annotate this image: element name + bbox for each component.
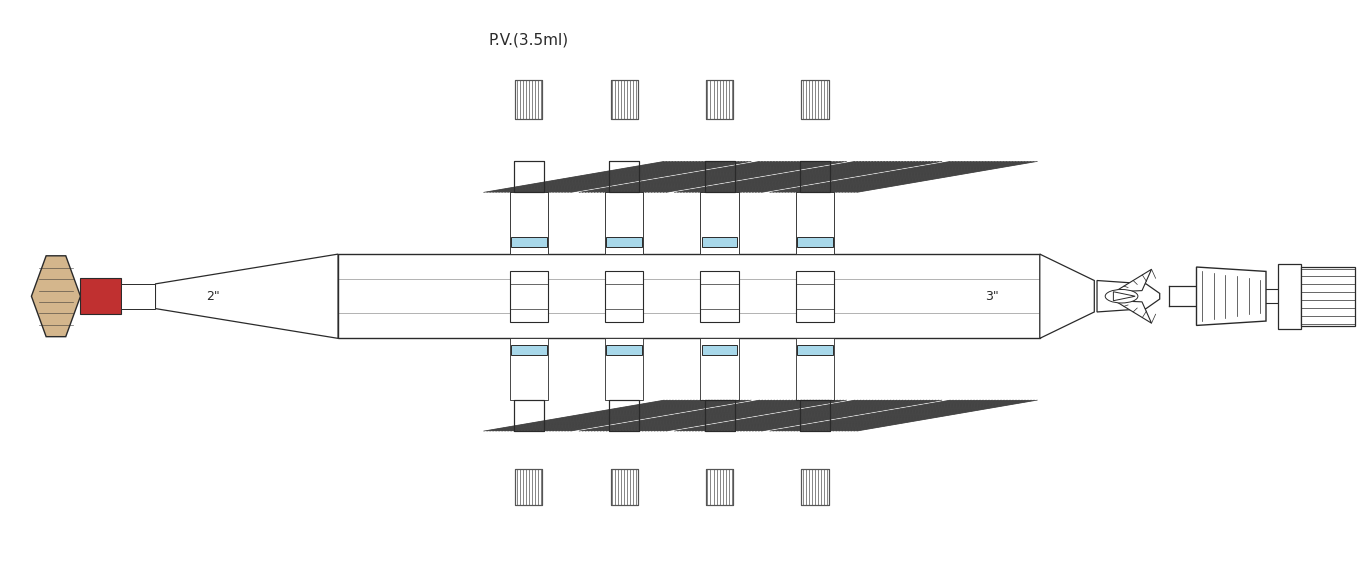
Bar: [801, 80, 828, 119]
Bar: [1301, 267, 1355, 325]
Bar: [797, 192, 834, 254]
Bar: [606, 237, 642, 247]
Bar: [605, 339, 643, 400]
Bar: [799, 161, 829, 192]
Bar: [511, 345, 547, 355]
Bar: [701, 192, 739, 254]
Bar: [515, 80, 543, 119]
Bar: [515, 469, 543, 506]
Bar: [515, 469, 543, 506]
Bar: [701, 339, 739, 400]
Bar: [799, 400, 829, 431]
Bar: [609, 400, 639, 431]
Bar: [609, 400, 639, 431]
Bar: [606, 345, 642, 355]
Polygon shape: [1197, 267, 1265, 325]
Bar: [610, 469, 638, 506]
Bar: [706, 80, 733, 119]
Bar: [610, 80, 638, 119]
Polygon shape: [155, 254, 339, 339]
Bar: [705, 400, 735, 431]
Bar: [701, 271, 739, 321]
Bar: [605, 192, 643, 254]
Bar: [705, 161, 735, 192]
Polygon shape: [1097, 280, 1160, 312]
Bar: [81, 278, 122, 314]
Polygon shape: [1113, 292, 1135, 301]
Bar: [797, 271, 834, 321]
Polygon shape: [1115, 301, 1152, 323]
Bar: [801, 469, 828, 506]
Bar: [799, 161, 829, 192]
Bar: [339, 254, 1039, 339]
Bar: [514, 400, 544, 431]
Bar: [706, 469, 733, 506]
Polygon shape: [1039, 254, 1094, 339]
Bar: [702, 237, 738, 247]
Bar: [514, 161, 544, 192]
Bar: [705, 161, 735, 192]
Bar: [122, 284, 155, 308]
Bar: [514, 400, 544, 431]
Bar: [511, 237, 547, 247]
Bar: [801, 469, 828, 506]
Text: 2": 2": [206, 290, 219, 303]
Text: 3": 3": [986, 290, 999, 303]
Bar: [797, 339, 834, 400]
Bar: [510, 271, 548, 321]
Bar: [798, 345, 832, 355]
Bar: [510, 339, 548, 400]
Bar: [1278, 264, 1301, 329]
Bar: [605, 271, 643, 321]
Polygon shape: [1115, 269, 1152, 292]
Bar: [609, 161, 639, 192]
Bar: [515, 80, 543, 119]
Bar: [510, 192, 548, 254]
Bar: [706, 469, 733, 506]
Bar: [706, 80, 733, 119]
Bar: [799, 400, 829, 431]
Bar: [798, 237, 832, 247]
Bar: [702, 345, 738, 355]
Bar: [705, 400, 735, 431]
Circle shape: [1105, 290, 1138, 303]
Bar: [610, 80, 638, 119]
Bar: [609, 161, 639, 192]
Text: P.V.(3.5ml): P.V.(3.5ml): [488, 32, 569, 47]
Bar: [514, 161, 544, 192]
Bar: [801, 80, 828, 119]
Bar: [610, 469, 638, 506]
Polygon shape: [32, 256, 81, 337]
